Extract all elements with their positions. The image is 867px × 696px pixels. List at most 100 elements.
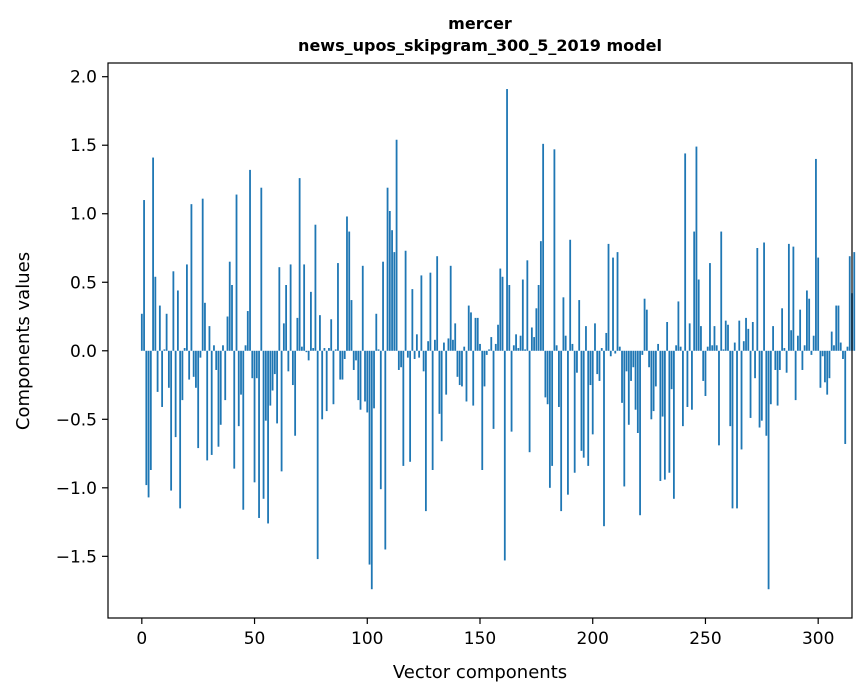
- bar-component-161: [503, 350, 506, 561]
- bar-component-263: [733, 342, 736, 351]
- bar-component-203: [598, 350, 601, 381]
- bar-component-197: [585, 326, 587, 351]
- bar-component-41: [233, 350, 236, 469]
- bar-component-183: [553, 149, 556, 351]
- bar-component-66: [289, 264, 292, 351]
- bar-component-121: [413, 350, 416, 359]
- bar-component-230: [659, 350, 662, 481]
- bar-component-119: [409, 350, 412, 462]
- bar-component-229: [657, 343, 660, 351]
- bar-component-270: [749, 350, 752, 418]
- bar-component-249: [702, 350, 705, 381]
- bar-component-217: [630, 350, 632, 381]
- bar-component-289: [792, 246, 795, 351]
- bar-component-123: [418, 350, 421, 358]
- bar-component-137: [449, 265, 452, 351]
- bar-component-247: [697, 279, 700, 351]
- bar-component-156: [492, 350, 495, 429]
- x-tick-label: 100: [351, 629, 383, 649]
- bar-component-107: [382, 261, 384, 351]
- bar-component-242: [686, 350, 689, 407]
- bar-component-115: [400, 350, 402, 368]
- bar-component-49: [251, 350, 254, 379]
- bar-series: [140, 89, 856, 590]
- bar-component-252: [709, 263, 711, 351]
- bar-component-130: [434, 339, 436, 351]
- bar-component-296: [808, 298, 811, 351]
- bar-component-222: [641, 350, 644, 355]
- bar-component-45: [242, 350, 245, 510]
- bar-component-219: [634, 350, 637, 410]
- bar-component-218: [632, 350, 635, 368]
- bar-component-316: [853, 252, 856, 351]
- bar-component-176: [537, 285, 540, 351]
- bar-component-28: [204, 302, 206, 351]
- bar-component-23: [192, 350, 195, 377]
- bar-component-54: [262, 350, 265, 499]
- bar-component-251: [706, 346, 709, 351]
- bar-component-191: [571, 343, 574, 351]
- bar-component-294: [803, 345, 806, 351]
- bar-component-310: [839, 342, 842, 351]
- bar-component-265: [738, 320, 741, 351]
- bar-component-108: [384, 350, 387, 550]
- bar-component-170: [524, 349, 526, 351]
- bar-component-132: [438, 350, 441, 414]
- bar-component-147: [472, 350, 475, 406]
- bar-component-309: [837, 305, 840, 351]
- bar-component-98: [361, 265, 364, 351]
- bar-component-262: [731, 350, 734, 509]
- bar-component-73: [305, 350, 308, 353]
- bar-component-61: [278, 267, 281, 351]
- bar-component-133: [440, 350, 443, 442]
- bar-component-266: [740, 350, 743, 450]
- bar-component-47: [246, 311, 249, 351]
- bar-component-149: [476, 317, 479, 351]
- bar-component-21: [188, 350, 191, 380]
- bar-component-298: [812, 335, 815, 351]
- y-axis-ticks: −1.5 −1.0 −0.5 0.0 0.5 1.0 1.5 2.0: [56, 68, 108, 567]
- y-tick-label: −1.5: [56, 547, 97, 567]
- bar-component-104: [375, 313, 378, 351]
- bar-component-273: [756, 248, 759, 351]
- bar-component-44: [240, 350, 242, 395]
- bar-component-303: [824, 350, 826, 383]
- bar-component-245: [693, 231, 696, 351]
- bar-component-253: [711, 345, 714, 351]
- bar-component-313: [846, 346, 849, 351]
- bar-component-91: [346, 216, 348, 351]
- bar-component-84: [330, 319, 333, 351]
- bar-component-304: [826, 350, 829, 395]
- bar-component-205: [603, 350, 605, 527]
- x-axis-ticks: 0 50 100 150 200 250 300: [136, 618, 834, 649]
- bar-component-100: [366, 350, 369, 413]
- bar-component-29: [206, 350, 209, 461]
- bar-component-97: [359, 350, 362, 410]
- bar-component-178: [542, 143, 545, 351]
- bar-component-255: [715, 345, 718, 351]
- bar-component-179: [544, 350, 547, 398]
- bar-component-68: [294, 350, 297, 436]
- bar-component-172: [528, 350, 531, 453]
- bar-component-267: [742, 341, 745, 351]
- bar-component-18: [181, 350, 184, 401]
- bar-component-202: [596, 350, 599, 375]
- bar-component-94: [352, 350, 355, 370]
- bar-component-33: [215, 350, 218, 370]
- x-axis-label: Vector components: [393, 662, 567, 683]
- bar-component-271: [751, 322, 754, 351]
- bar-component-307: [833, 345, 835, 351]
- bar-component-9: [161, 350, 164, 407]
- x-tick-label: 200: [577, 629, 609, 649]
- bar-component-56: [267, 350, 269, 524]
- bar-component-148: [474, 317, 477, 351]
- bar-component-95: [355, 350, 357, 361]
- bar-component-52: [258, 350, 260, 518]
- bar-component-63: [282, 323, 285, 351]
- bar-component-225: [648, 350, 650, 368]
- bar-component-142: [461, 350, 463, 387]
- bar-component-285: [783, 348, 786, 351]
- bar-component-83: [328, 348, 330, 351]
- bar-component-145: [467, 305, 470, 351]
